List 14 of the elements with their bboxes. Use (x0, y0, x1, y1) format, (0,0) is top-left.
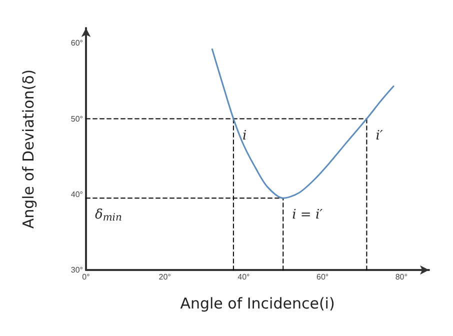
x-tick-label: 40° (238, 272, 250, 282)
y-tick-label: 50° (70, 114, 83, 124)
x-tick-label: 60° (316, 272, 329, 282)
annotation: i (242, 128, 247, 144)
x-tick-label: 20° (158, 272, 171, 282)
x-axis-title: Angle of Incidence(i) (180, 294, 335, 312)
y-tick-label: 60° (70, 38, 83, 48)
x-tick-label: 0° (82, 272, 90, 282)
annotation: i = i′ (292, 208, 323, 223)
y-tick-label: 30° (70, 266, 83, 274)
annotation: i′ (376, 128, 383, 144)
y-tick-label: 40° (70, 190, 83, 199)
y-axis-title: Angle of Deviation(δ) (20, 69, 38, 229)
x-tick-label: 80° (395, 272, 408, 282)
